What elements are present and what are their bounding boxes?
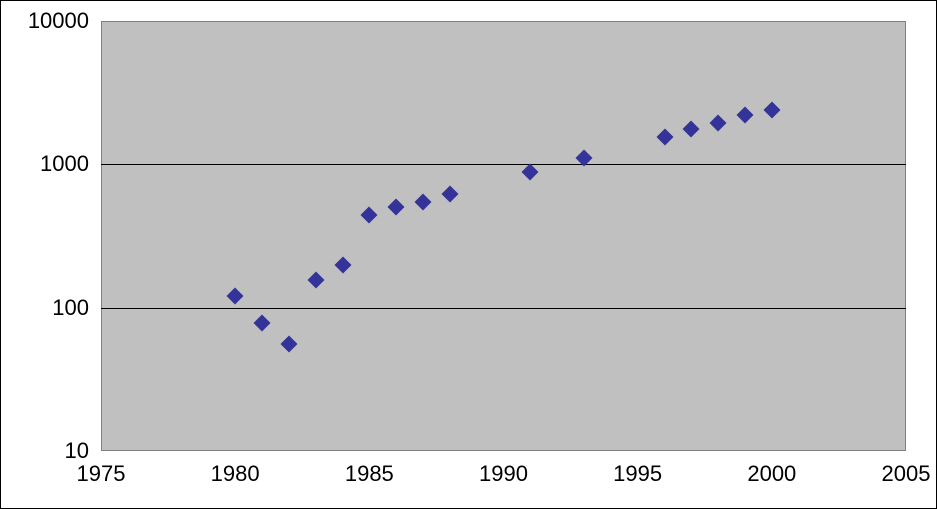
x-tick-label: 1995 — [613, 461, 662, 487]
x-tick-label: 1990 — [479, 461, 528, 487]
y-tick-label: 10000 — [28, 8, 89, 34]
x-tick-label: 2000 — [747, 461, 796, 487]
x-tick-label: 2005 — [882, 461, 931, 487]
x-tick-label: 1985 — [345, 461, 394, 487]
y-gridline — [101, 164, 906, 165]
plot-area — [101, 21, 906, 451]
scatter-chart: 1010010001000019751980198519901995200020… — [1, 1, 936, 508]
y-tick-label: 1000 — [40, 151, 89, 177]
y-gridline — [101, 308, 906, 309]
y-tick-label: 100 — [52, 295, 89, 321]
x-tick-label: 1980 — [211, 461, 260, 487]
chart-frame: 1010010001000019751980198519901995200020… — [0, 0, 937, 509]
x-tick-label: 1975 — [77, 461, 126, 487]
